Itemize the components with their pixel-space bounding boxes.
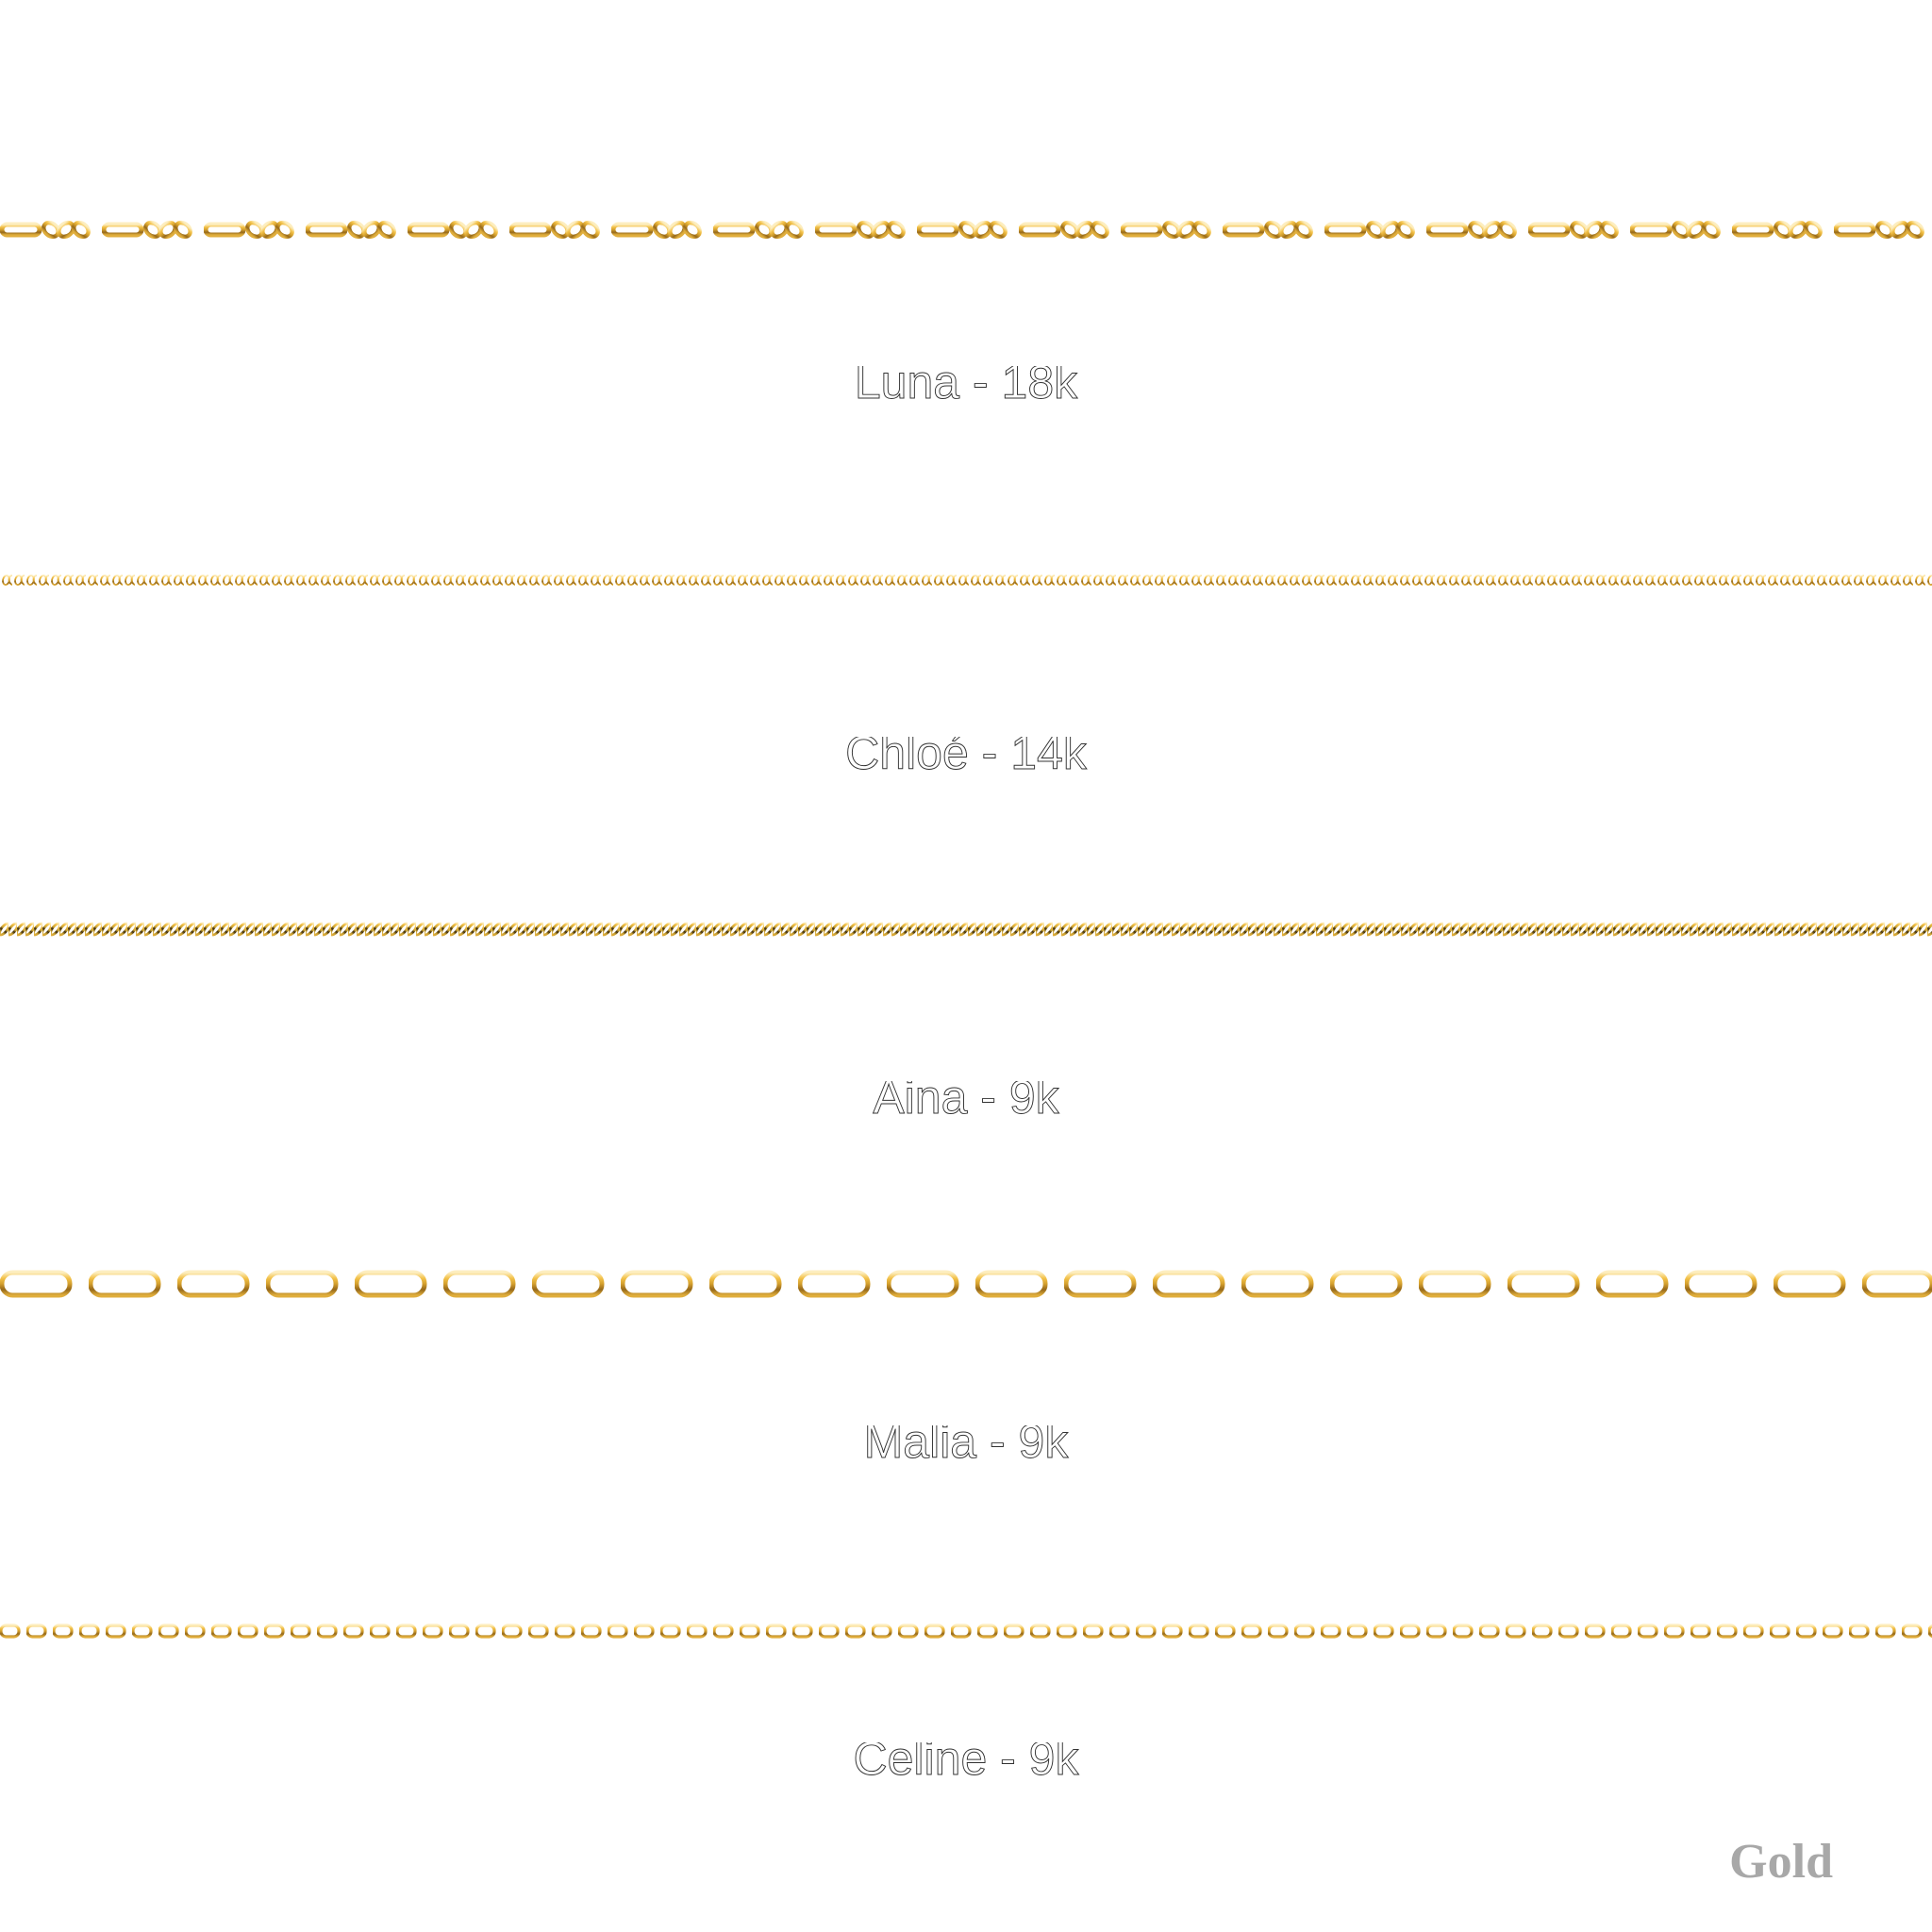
svg-text:Malia - 9k: Malia - 9k xyxy=(864,1425,1070,1468)
svg-text:Luna - 18k: Luna - 18k xyxy=(855,366,1078,408)
svg-text:Chloé - 14k: Chloé - 14k xyxy=(845,737,1088,779)
svg-text:Celine - 9k: Celine - 9k xyxy=(854,1742,1080,1785)
svg-text:Aina - 9k: Aina - 9k xyxy=(873,1081,1059,1124)
